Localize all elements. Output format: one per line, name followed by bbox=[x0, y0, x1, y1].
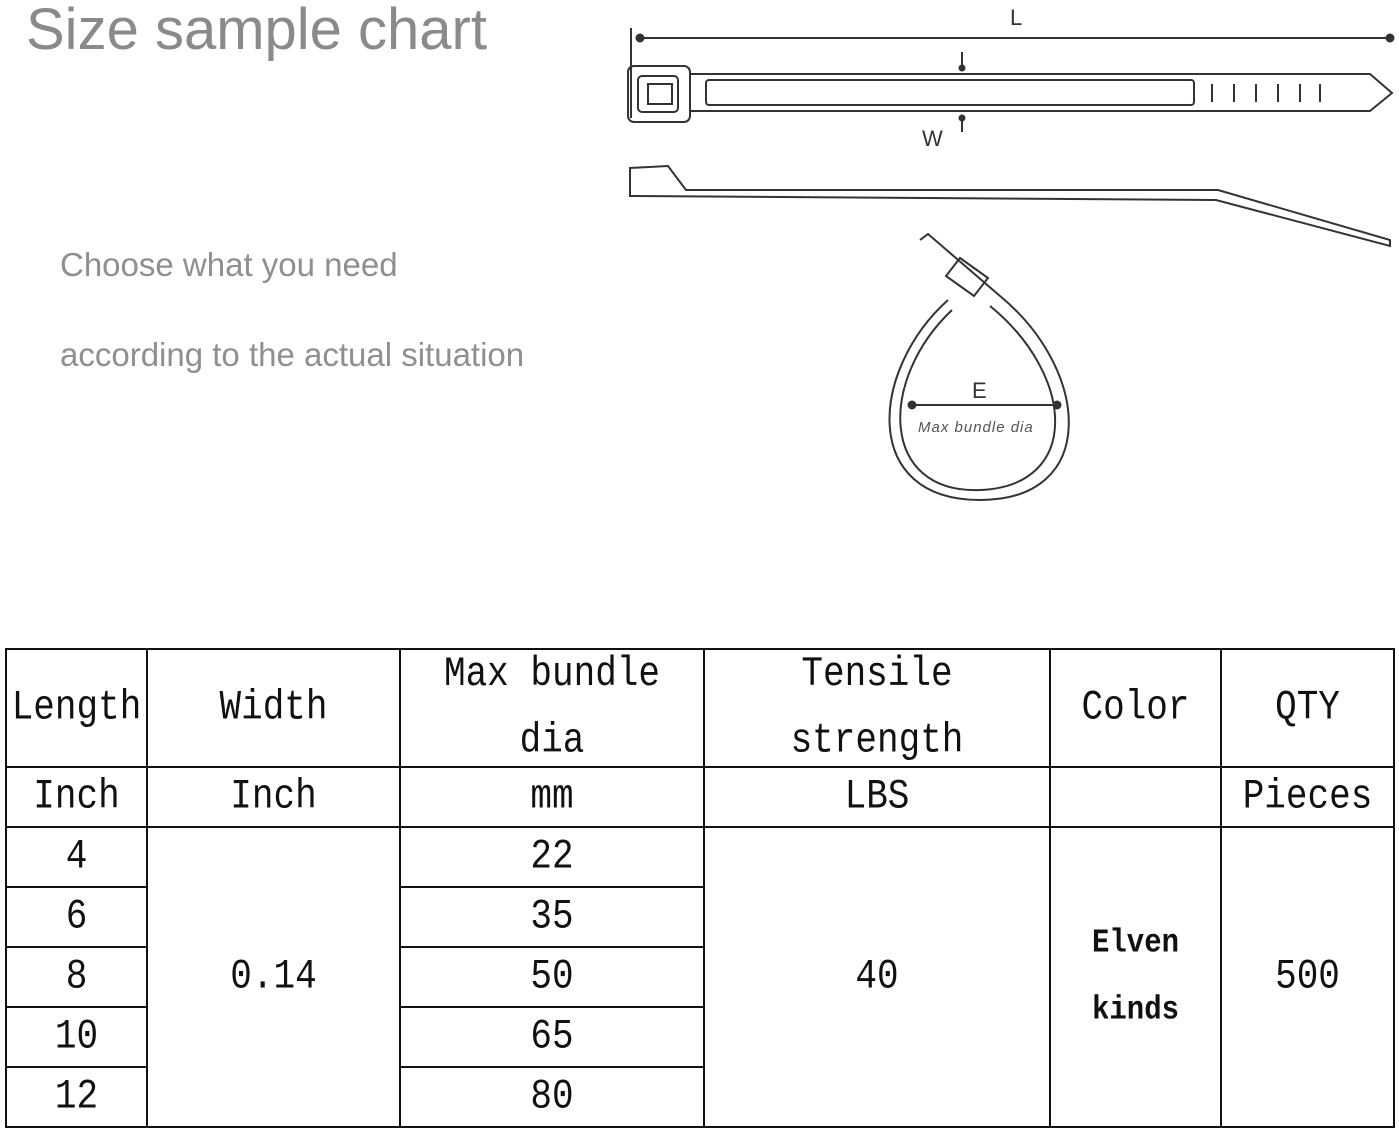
unit-tensile-strength: LBS bbox=[703, 766, 1051, 828]
width-cell: 0.14 bbox=[146, 826, 401, 1128]
header-width: Width bbox=[146, 648, 401, 768]
qty-cell: 500 bbox=[1220, 826, 1395, 1128]
unit-width: Inch bbox=[146, 766, 401, 828]
max-bundle-dia-cell: 22 bbox=[399, 826, 705, 888]
diameter-label: E bbox=[972, 378, 987, 403]
color-cell: Elven kinds bbox=[1049, 826, 1222, 1128]
unit-qty: Pieces bbox=[1220, 766, 1395, 828]
cable-tie-diagram: L W E Max bundle dia bbox=[627, 5, 1395, 502]
length-cell: 10 bbox=[5, 1006, 148, 1068]
length-cell: 12 bbox=[5, 1066, 148, 1128]
length-cell: 4 bbox=[5, 826, 148, 888]
header-qty: QTY bbox=[1220, 648, 1395, 768]
tensile-strength-cell: 40 bbox=[703, 826, 1051, 1128]
unit-color bbox=[1049, 766, 1222, 828]
side-view-tie bbox=[629, 164, 1391, 248]
table-row: 10 65 bbox=[5, 1006, 1394, 1068]
page-title: Size sample chart bbox=[26, 0, 487, 62]
table-row: 4 0.14 22 40 Elven kinds 500 bbox=[5, 826, 1395, 1128]
subtitle-line-2: according to the actual situation bbox=[60, 336, 525, 373]
max-bundle-dia-cell: 65 bbox=[399, 1006, 705, 1068]
unit-max-bundle-dia: mm bbox=[399, 766, 705, 828]
header-max-bundle-dia: Max bundle dia bbox=[399, 648, 705, 768]
width-label: W bbox=[922, 126, 943, 151]
length-cell: 8 bbox=[5, 946, 148, 1008]
max-bundle-dia-caption: Max bundle dia bbox=[918, 419, 1034, 436]
max-bundle-dia-cell: 35 bbox=[399, 886, 705, 948]
size-table: Length Width Max bundle dia Tensile stre… bbox=[5, 648, 1395, 1128]
table-row: 6 35 bbox=[5, 886, 1394, 948]
subtitle-line-1: Choose what you need bbox=[60, 246, 398, 283]
header-row: Length Width Max bundle dia Tensile stre… bbox=[5, 648, 1395, 768]
unit-length: Inch bbox=[5, 766, 148, 828]
unit-row: Inch Inch mm LBS Pieces bbox=[5, 766, 1395, 828]
max-bundle-dia-cell: 50 bbox=[399, 946, 705, 1008]
length-label: L bbox=[1010, 5, 1022, 30]
looped-tie bbox=[888, 232, 1070, 502]
top-view-tie bbox=[627, 28, 1395, 132]
max-bundle-dia-cell: 80 bbox=[399, 1066, 705, 1128]
table-row: 8 50 bbox=[5, 946, 1394, 1008]
length-cell: 6 bbox=[5, 886, 148, 948]
header-tensile-strength: Tensile strength bbox=[703, 648, 1051, 768]
header-length: Length bbox=[5, 648, 148, 768]
header-color: Color bbox=[1049, 648, 1222, 768]
